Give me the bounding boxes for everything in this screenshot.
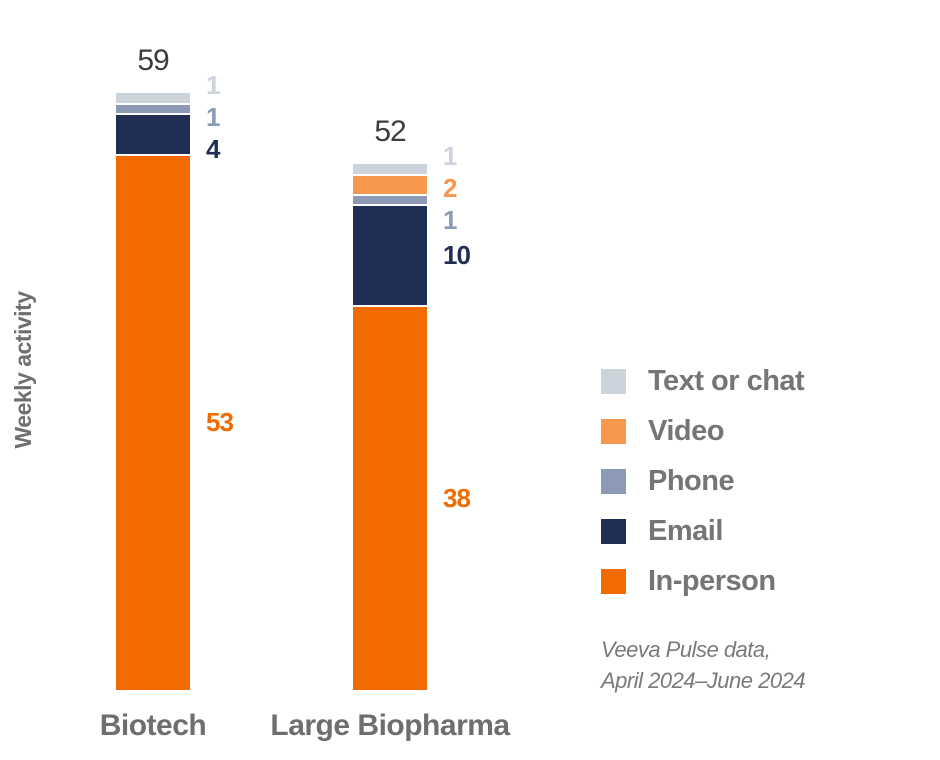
legend-item-in-person: In-person — [601, 566, 804, 596]
bar-segment-text-or-chat — [116, 92, 190, 104]
value-label-email: 4 — [206, 133, 221, 164]
value-label-text-or-chat: 1 — [206, 69, 221, 100]
legend-label-email: Email — [648, 515, 723, 547]
legend-item-text-or-chat: Text or chat — [601, 365, 805, 397]
legend-item-email: Email — [601, 516, 804, 546]
legend-swatch-video — [601, 418, 626, 444]
y-axis-label: Weekly activity — [10, 291, 36, 449]
value-label-in-person: 53 — [206, 406, 234, 437]
value-label-phone: 1 — [443, 204, 458, 235]
bar-segment-in-person — [116, 153, 190, 690]
value-label-video: 2 — [443, 172, 458, 203]
bar-segment-phone — [116, 103, 190, 114]
bar-segment-email — [116, 113, 190, 154]
legend-label-phone: Phone — [648, 465, 735, 497]
value-label-text-or-chat: 1 — [443, 140, 458, 171]
source-note: Veeva Pulse data, April 2024–June 2024 — [601, 634, 806, 696]
legend-label-in-person: In-person — [648, 565, 776, 597]
bar-segment-phone — [353, 194, 427, 205]
source-note-line-2: April 2024–June 2024 — [601, 668, 806, 693]
legend-swatch-text-or-chat — [601, 368, 626, 394]
bar-large-biopharma — [353, 163, 427, 690]
bar-segment-in-person — [353, 305, 427, 690]
source-note-line-1: Veeva Pulse data, — [601, 637, 771, 662]
legend-label-video: Video — [648, 415, 724, 447]
legend-item-phone: Phone — [601, 466, 804, 496]
bar-segment-video — [353, 173, 427, 195]
value-label-in-person: 38 — [443, 482, 471, 513]
bar-total-label: 59 — [137, 43, 169, 77]
x-axis-label-large-biopharma: Large Biopharma — [270, 709, 510, 742]
bar-segment-email — [353, 204, 427, 306]
legend-swatch-email — [601, 518, 626, 544]
x-axis-label-biotech: Biotech — [99, 709, 207, 742]
legend-item-video: Video — [601, 416, 804, 446]
bar-segment-text-or-chat — [353, 163, 427, 174]
value-label-phone: 1 — [206, 101, 221, 132]
bar-total-label: 52 — [374, 114, 406, 148]
legend: Text or chat Video Phone Email In-person — [601, 365, 805, 616]
legend-label-text-or-chat: Text or chat — [648, 365, 805, 397]
bar-biotech — [116, 92, 190, 690]
legend-swatch-phone — [601, 468, 626, 494]
value-label-email: 10 — [443, 239, 471, 270]
legend-swatch-in-person — [601, 568, 626, 594]
